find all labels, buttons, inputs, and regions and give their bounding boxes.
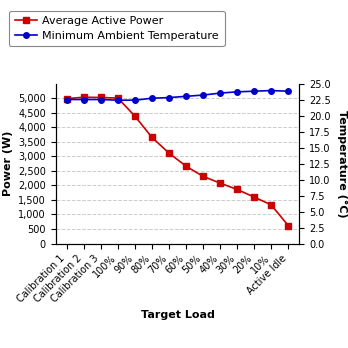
Average Active Power	[201, 174, 205, 179]
Y-axis label: Power (W): Power (W)	[2, 131, 13, 196]
Minimum Ambient Temperature	[150, 96, 154, 100]
X-axis label: Target Load: Target Load	[141, 310, 214, 320]
Legend: Average Active Power, Minimum Ambient Temperature: Average Active Power, Minimum Ambient Te…	[9, 11, 224, 46]
Average Active Power	[269, 203, 273, 207]
Line: Minimum Ambient Temperature: Minimum Ambient Temperature	[64, 88, 291, 103]
Average Active Power	[116, 96, 120, 100]
Y-axis label: Temperature (°C): Temperature (°C)	[337, 110, 347, 218]
Minimum Ambient Temperature	[184, 94, 188, 98]
Average Active Power	[167, 151, 171, 155]
Minimum Ambient Temperature	[201, 93, 205, 97]
Minimum Ambient Temperature	[252, 89, 256, 93]
Minimum Ambient Temperature	[235, 90, 239, 94]
Minimum Ambient Temperature	[116, 98, 120, 102]
Average Active Power	[286, 223, 290, 228]
Minimum Ambient Temperature	[269, 88, 273, 93]
Average Active Power	[252, 195, 256, 199]
Minimum Ambient Temperature	[286, 89, 290, 93]
Minimum Ambient Temperature	[218, 91, 222, 95]
Minimum Ambient Temperature	[133, 98, 137, 102]
Average Active Power	[82, 95, 86, 99]
Average Active Power	[218, 181, 222, 185]
Average Active Power	[99, 95, 103, 100]
Average Active Power	[235, 187, 239, 191]
Minimum Ambient Temperature	[65, 97, 69, 102]
Line: Average Active Power: Average Active Power	[64, 94, 291, 228]
Average Active Power	[150, 135, 154, 140]
Minimum Ambient Temperature	[99, 97, 103, 102]
Minimum Ambient Temperature	[167, 95, 171, 100]
Average Active Power	[184, 164, 188, 168]
Average Active Power	[65, 96, 69, 101]
Minimum Ambient Temperature	[82, 97, 86, 102]
Average Active Power	[133, 114, 137, 118]
